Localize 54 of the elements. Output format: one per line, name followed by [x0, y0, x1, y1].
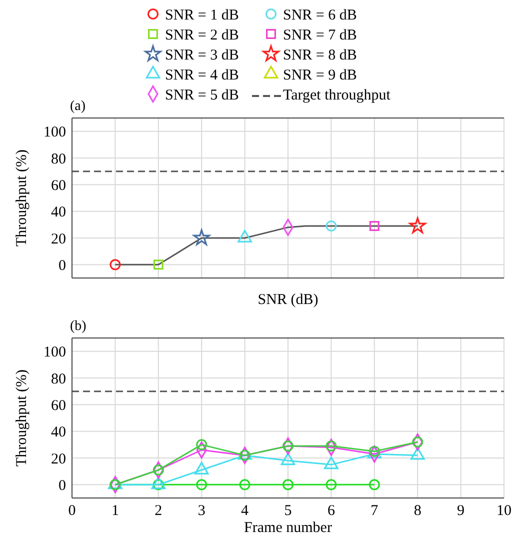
legend-label: SNR = 8 dB [283, 47, 357, 64]
point [326, 479, 337, 490]
point [153, 260, 164, 270]
y-tick-label: 100 [44, 124, 66, 141]
text: (a) [70, 99, 86, 114]
point [369, 221, 380, 231]
x-tick-label: 10 [496, 503, 512, 519]
point [409, 217, 426, 234]
legend-label: SNR = 5 dB [165, 87, 239, 104]
text: (b) [70, 319, 87, 334]
y-tick-label: 20 [51, 451, 66, 468]
x-axis-title: Frame number [244, 520, 332, 536]
x-tick-label: 5 [284, 503, 292, 519]
legend-label: SNR = 2 dB [165, 27, 239, 44]
y-tick-label: 20 [51, 231, 66, 248]
point [368, 479, 380, 490]
x-tick-label: 2 [154, 503, 162, 519]
point [110, 259, 121, 270]
point [282, 440, 294, 452]
y-axis-title: Throughput (%) [14, 369, 30, 467]
y-tick-label: 60 [51, 398, 66, 414]
x-tick-label: 7 [370, 503, 379, 519]
y-tick-label: 100 [44, 344, 66, 361]
point [412, 436, 424, 448]
x-tick-label: 4 [241, 503, 250, 519]
legend-label: SNR = 1 dB [165, 7, 239, 24]
point [239, 479, 250, 490]
y-tick-label: 80 [51, 371, 66, 388]
x-tick-label: 6 [327, 503, 336, 519]
x-tick-label: 1 [111, 503, 119, 519]
legend-label: Target throughput [283, 87, 392, 104]
point [326, 220, 337, 232]
x-tick-label: 8 [414, 503, 422, 519]
x-tick-label: 9 [457, 503, 465, 519]
point [326, 440, 337, 452]
point [196, 479, 208, 490]
y-tick-label: 40 [51, 424, 66, 441]
point [196, 439, 208, 450]
point [152, 464, 164, 476]
x-axis-title: SNR (dB) [258, 292, 318, 308]
y-tick-label: 40 [51, 204, 66, 221]
point [193, 229, 210, 246]
y-axis-title: Throughput (%) [14, 149, 30, 247]
y-tick-label: 0 [58, 258, 66, 274]
y-tick-label: 0 [58, 478, 66, 494]
legend-label: SNR = 4 dB [165, 67, 239, 84]
legend-label: SNR = 7 dB [283, 27, 357, 44]
legend-label: SNR = 3 dB [165, 47, 239, 64]
x-tick-label: 3 [198, 503, 206, 519]
y-tick-label: 80 [51, 151, 66, 168]
y-tick-label: 60 [51, 178, 66, 194]
legend-label: SNR = 9 dB [283, 67, 357, 84]
legend-label: SNR = 6 dB [283, 7, 357, 24]
point [282, 479, 294, 490]
